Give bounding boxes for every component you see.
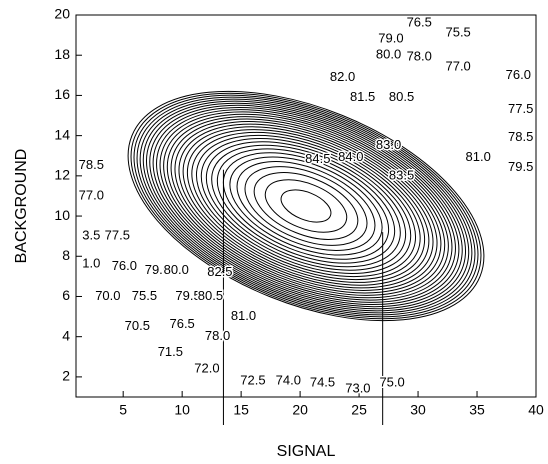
contour-label: 80.5 — [389, 89, 414, 104]
contour-label: 84.5 — [305, 151, 330, 166]
y-tick-label: 4 — [62, 327, 70, 343]
contour-line — [146, 102, 466, 310]
contour-line — [178, 123, 434, 289]
contour-label: 3.5 — [82, 228, 100, 243]
contour-line — [211, 144, 401, 268]
contour-label: 72.5 — [240, 372, 265, 387]
contour-label: 76.5 — [169, 316, 194, 331]
y-tick-label: 6 — [62, 287, 70, 303]
contour-label: 78.0 — [205, 328, 230, 343]
contour-label: 84.0 — [338, 149, 363, 164]
contour-line — [174, 121, 438, 291]
contour-label: 73.0 — [345, 380, 370, 395]
contour-label: 72.0 — [194, 360, 219, 375]
contour-label: 70.5 — [125, 318, 150, 333]
contour-line — [253, 172, 359, 240]
contour-line — [244, 166, 368, 246]
contour-label: 80.0 — [376, 47, 401, 62]
contour-line — [205, 141, 407, 271]
y-tick-label: 14 — [54, 126, 70, 142]
contour-label: 80.5 — [198, 288, 223, 303]
y-tick-label: 16 — [54, 86, 70, 102]
contour-label: 75.0 — [379, 374, 404, 389]
x-tick-label: 5 — [119, 402, 127, 418]
contour-line — [159, 111, 453, 301]
contour-line — [216, 148, 396, 264]
contour-label: 77.0 — [445, 59, 470, 74]
contour-label: 77.5 — [105, 228, 130, 243]
contour-label: 83.5 — [389, 167, 414, 182]
contour-line — [182, 126, 430, 286]
x-tick-label: 25 — [351, 402, 367, 418]
contour-label: 82.5 — [207, 264, 232, 279]
contour-label: 79.5 — [175, 288, 200, 303]
contour-label: 71.5 — [158, 344, 183, 359]
contour-label: 74.5 — [310, 374, 335, 389]
y-tick-label: 12 — [54, 167, 70, 183]
plot-frame — [75, 14, 537, 398]
contour-label: 81.0 — [466, 149, 491, 164]
contour-line — [149, 104, 463, 308]
contour-line — [195, 134, 417, 278]
contour-label: 76.5 — [407, 14, 432, 29]
contour-label: 80.0 — [164, 262, 189, 277]
contour-label: 77.0 — [79, 187, 104, 202]
x-tick-label: 20 — [292, 402, 308, 418]
y-tick-label: 18 — [54, 46, 70, 62]
x-axis-label: SIGNAL — [277, 443, 336, 460]
contour-line — [200, 138, 412, 274]
contour-line — [139, 98, 473, 314]
contour-label: 76.0 — [112, 258, 137, 273]
contour-line — [136, 96, 476, 316]
x-tick-label: 10 — [174, 402, 190, 418]
contour-line — [264, 179, 348, 233]
contour-label: 83.0 — [376, 137, 401, 152]
x-tick-label: 15 — [233, 402, 249, 418]
contour-label: 82.0 — [330, 69, 355, 84]
contour-line — [152, 106, 460, 306]
x-tick-label: 30 — [410, 402, 426, 418]
contour-label: 1.0 — [82, 256, 100, 271]
y-tick-label: 2 — [62, 368, 70, 384]
contour-line — [170, 118, 442, 294]
contour-label: 79.0 — [378, 31, 403, 46]
y-tick-label: 10 — [54, 207, 70, 223]
contour-line — [127, 90, 485, 322]
x-tick-label: 35 — [469, 402, 485, 418]
contour-line — [280, 189, 332, 223]
contour-label: 70.0 — [95, 288, 120, 303]
contour-label: 78.0 — [407, 49, 432, 64]
contour-label: 81.0 — [231, 308, 256, 323]
y-tick-label: 20 — [54, 6, 70, 22]
contour-line — [163, 113, 449, 299]
contour-line — [166, 116, 446, 296]
contour-line — [229, 156, 383, 256]
contour-line — [222, 152, 390, 260]
x-tick-label: 40 — [528, 402, 544, 418]
contour-line — [133, 94, 479, 318]
contour-label: 79.5 — [508, 159, 533, 174]
contour-label: 81.5 — [350, 89, 375, 104]
contour-label: 75.5 — [445, 25, 470, 40]
contour-line — [142, 100, 470, 312]
contour-label: 78.5 — [508, 129, 533, 144]
contour-label: 75.5 — [132, 288, 157, 303]
y-axis-label: BACKGROUND — [13, 149, 30, 264]
contour-label: 79.0 — [145, 262, 170, 277]
contour-group — [127, 90, 485, 322]
contour-label: 78.5 — [79, 157, 104, 172]
contour-line — [186, 129, 426, 283]
y-tick-label: 8 — [62, 247, 70, 263]
contour-line — [156, 109, 456, 303]
contour-label: 74.0 — [276, 372, 301, 387]
contour-label: 76.0 — [506, 67, 531, 82]
contour-line — [191, 131, 421, 281]
contour-line — [236, 161, 376, 251]
contour-label: 77.5 — [508, 101, 533, 116]
contour-line — [130, 92, 482, 320]
